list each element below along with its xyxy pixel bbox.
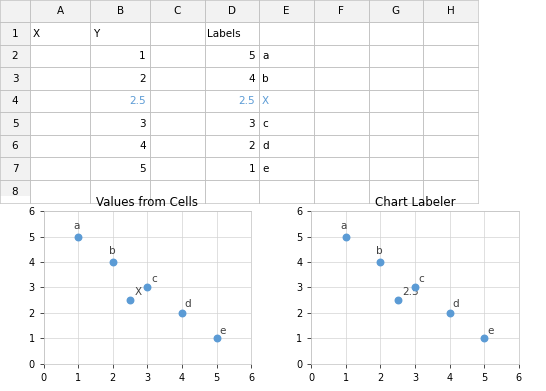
Bar (259, 0, 314, 22)
Text: B: B (116, 6, 124, 16)
Bar (90, 0, 150, 22)
Text: c: c (418, 274, 424, 283)
Text: 3: 3 (139, 118, 146, 129)
Text: E: E (283, 6, 290, 16)
Bar (0, 90, 30, 113)
Text: e: e (219, 326, 225, 335)
Text: b: b (376, 246, 383, 256)
Text: 2: 2 (11, 51, 19, 61)
Text: 2: 2 (248, 141, 255, 151)
Bar (369, 0, 423, 22)
Text: X: X (134, 287, 141, 297)
Text: 1: 1 (139, 51, 146, 61)
Point (177, 310, 186, 316)
Point (393, 297, 402, 303)
Bar (423, 0, 478, 22)
Text: d: d (185, 299, 192, 309)
Title: Chart Labeler: Chart Labeler (375, 196, 455, 208)
Text: e: e (487, 326, 493, 335)
Text: 2.5: 2.5 (402, 287, 418, 297)
Text: 4: 4 (11, 96, 19, 106)
Text: X: X (33, 29, 40, 39)
Point (143, 284, 152, 291)
Text: 2: 2 (139, 74, 146, 84)
Bar (314, 0, 369, 22)
Text: c: c (262, 118, 268, 129)
Bar (0, 157, 30, 180)
Bar (0, 180, 30, 203)
Text: 5: 5 (139, 163, 146, 174)
Point (341, 233, 350, 240)
Bar (0, 22, 30, 45)
Text: 2.5: 2.5 (239, 96, 255, 106)
Text: c: c (151, 274, 157, 283)
Text: 6: 6 (11, 141, 19, 151)
Point (212, 335, 221, 341)
Text: 3: 3 (248, 118, 255, 129)
Text: d: d (452, 299, 459, 309)
Point (480, 335, 489, 341)
Text: 4: 4 (139, 141, 146, 151)
Text: G: G (392, 6, 400, 16)
Text: 2.5: 2.5 (129, 96, 146, 106)
Bar (205, 0, 259, 22)
Bar (0, 112, 30, 135)
Bar (150, 0, 205, 22)
Bar (0, 0, 30, 22)
Point (74, 233, 82, 240)
Text: 3: 3 (11, 74, 19, 84)
Text: F: F (339, 6, 344, 16)
Text: b: b (109, 246, 115, 256)
Point (376, 259, 385, 265)
Text: 8: 8 (11, 187, 19, 197)
Text: 1: 1 (11, 29, 19, 39)
Point (109, 259, 117, 265)
Text: 5: 5 (11, 118, 19, 129)
Point (126, 297, 134, 303)
Bar (0, 135, 30, 157)
Text: 5: 5 (248, 51, 255, 61)
Text: a: a (262, 51, 269, 61)
Text: 1: 1 (248, 163, 255, 174)
Text: d: d (262, 141, 269, 151)
Text: a: a (73, 221, 80, 231)
Text: C: C (174, 6, 181, 16)
Text: Labels: Labels (207, 29, 241, 39)
Bar (30, 0, 90, 22)
Text: X: X (262, 96, 269, 106)
Text: b: b (262, 74, 269, 84)
Text: Y: Y (93, 29, 99, 39)
Point (411, 284, 419, 291)
Bar (0, 67, 30, 90)
Title: Values from Cells: Values from Cells (97, 196, 198, 208)
Text: D: D (228, 6, 236, 16)
Point (445, 310, 454, 316)
Bar (0, 45, 30, 67)
Text: e: e (262, 163, 269, 174)
Text: a: a (341, 221, 347, 231)
Text: 7: 7 (11, 163, 19, 174)
Text: 4: 4 (248, 74, 255, 84)
Text: A: A (56, 6, 64, 16)
Text: H: H (447, 6, 454, 16)
